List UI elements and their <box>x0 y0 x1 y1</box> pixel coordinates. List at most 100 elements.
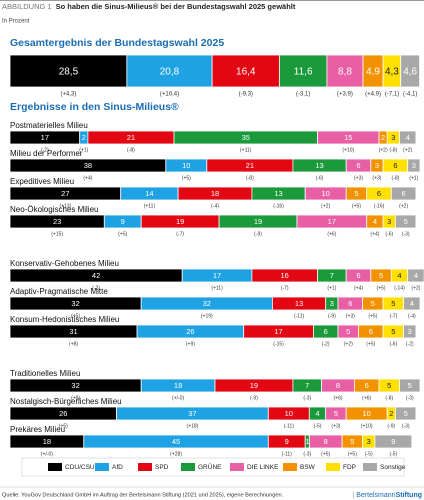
legend-swatch <box>48 463 62 471</box>
bar-segment <box>400 54 420 88</box>
bar-segment <box>403 324 417 339</box>
change-label: (+8) <box>71 395 80 401</box>
bar-segment <box>394 406 417 421</box>
value-label: 19 <box>254 217 262 226</box>
change-label: (+11) <box>211 285 223 291</box>
change-label: (+3) <box>331 423 340 429</box>
change-label: (-6) <box>389 341 397 347</box>
change-label: (+10) <box>361 423 373 429</box>
category-label: Nostalgisch-Bürgerliches Milieu <box>10 397 122 406</box>
bar-segment <box>211 54 280 88</box>
value-label: 4 <box>397 271 401 280</box>
value-label: 4 <box>410 299 414 308</box>
value-label: 17 <box>213 271 221 280</box>
change-label: (+15) <box>51 231 63 237</box>
value-label: 32 <box>203 299 211 308</box>
change-label: (+19) <box>201 313 213 319</box>
value-label: 3 <box>387 217 391 226</box>
change-label: (-9) <box>254 231 262 237</box>
change-label: (+28) <box>170 451 182 457</box>
value-label: 4 <box>406 133 410 142</box>
value-label: 5 <box>334 409 338 418</box>
legend-box <box>21 457 405 477</box>
change-label: (-3) <box>402 231 410 237</box>
category-label: Traditionelles Milieu <box>10 369 80 378</box>
bar-segment <box>407 268 424 283</box>
value-label: 1 <box>305 437 309 446</box>
value-label: 32 <box>71 381 79 390</box>
value-label: 6 <box>377 189 381 198</box>
value-label: 5 <box>408 381 412 390</box>
change-label: (-5) <box>314 423 322 429</box>
legend-label: AfD <box>112 464 123 471</box>
value-label: 7 <box>330 271 334 280</box>
value-label: 15 <box>344 133 352 142</box>
value-label: 18 <box>174 381 182 390</box>
change-label: (-11) <box>282 451 293 457</box>
change-label: (+6) <box>333 395 342 401</box>
brand-name: Bertelsmann <box>356 492 395 499</box>
title: So haben die Sinus-Milieus® bei der Bund… <box>56 2 296 11</box>
value-label: 3 <box>367 437 371 446</box>
value-label: 21 <box>127 133 135 142</box>
change-label: (+5) <box>182 175 191 181</box>
change-label: (+3) <box>354 175 363 181</box>
change-label: (+5) <box>71 313 80 319</box>
change-label: (-11) <box>284 423 295 429</box>
section-title: Gesamtergebnis der Bundestagswahl 2025 <box>10 37 224 49</box>
value-label: 5 <box>379 271 383 280</box>
value-label: 16 <box>281 271 289 280</box>
bar-segment <box>399 378 421 393</box>
value-label: 3 <box>391 133 395 142</box>
change-label: (-7) <box>389 313 397 319</box>
value-label: 8 <box>336 381 340 390</box>
value-label: 6 <box>369 327 373 336</box>
value-label: 5 <box>404 217 408 226</box>
change-label: (+9) <box>186 341 195 347</box>
bar-segment <box>407 158 421 173</box>
value-label: 18 <box>43 437 51 446</box>
category-label: Konservativ-Gehobenes Milieu <box>10 259 119 268</box>
value-label: 10 <box>322 189 330 198</box>
value-label: 28,5 <box>59 67 79 78</box>
change-label: (+4) <box>370 231 379 237</box>
change-label: (-14) <box>394 285 405 291</box>
bar-segment <box>390 186 417 201</box>
bar-segment <box>326 54 364 88</box>
change-label: (-2) <box>41 147 49 153</box>
category-label: Neo-Ökologisches Milieu <box>10 205 98 214</box>
change-label: (+2) <box>399 203 408 209</box>
change-label: (+1) <box>79 147 88 153</box>
value-label: 32 <box>71 299 79 308</box>
value-label: 5 <box>354 189 358 198</box>
change-label: (-3) <box>406 395 414 401</box>
value-label: 4 <box>414 271 418 280</box>
change-label: (+18) <box>187 423 199 429</box>
change-label: (+5) <box>321 451 330 457</box>
value-label: 6 <box>348 299 352 308</box>
change-label: (+2) <box>403 147 412 153</box>
change-label: (+3) <box>372 175 381 181</box>
bar-segment <box>9 54 128 88</box>
change-label: (-2) <box>322 341 330 347</box>
legend-swatch <box>95 463 109 471</box>
change-label: (-3) <box>303 451 311 457</box>
bar-segment <box>403 296 421 311</box>
change-label: (-9) <box>387 423 395 429</box>
value-label: 3 <box>375 161 379 170</box>
value-label: 2 <box>82 133 86 142</box>
change-label: (+11) <box>144 203 156 209</box>
category-label: Milieu der Performer <box>10 149 83 158</box>
change-label: (+5) <box>368 313 377 319</box>
value-label: 5 <box>387 381 391 390</box>
value-label: 17 <box>328 217 336 226</box>
value-label: 17 <box>274 327 282 336</box>
value-label: 45 <box>172 437 180 446</box>
change-label: (-5) <box>365 451 373 457</box>
change-label: (-7) <box>281 285 289 291</box>
value-label: 4,9 <box>366 67 380 78</box>
change-label: (+2) <box>411 285 420 291</box>
value-label: 35 <box>242 133 250 142</box>
change-label: (+/-0) <box>172 395 184 401</box>
value-label: 9 <box>121 217 125 226</box>
